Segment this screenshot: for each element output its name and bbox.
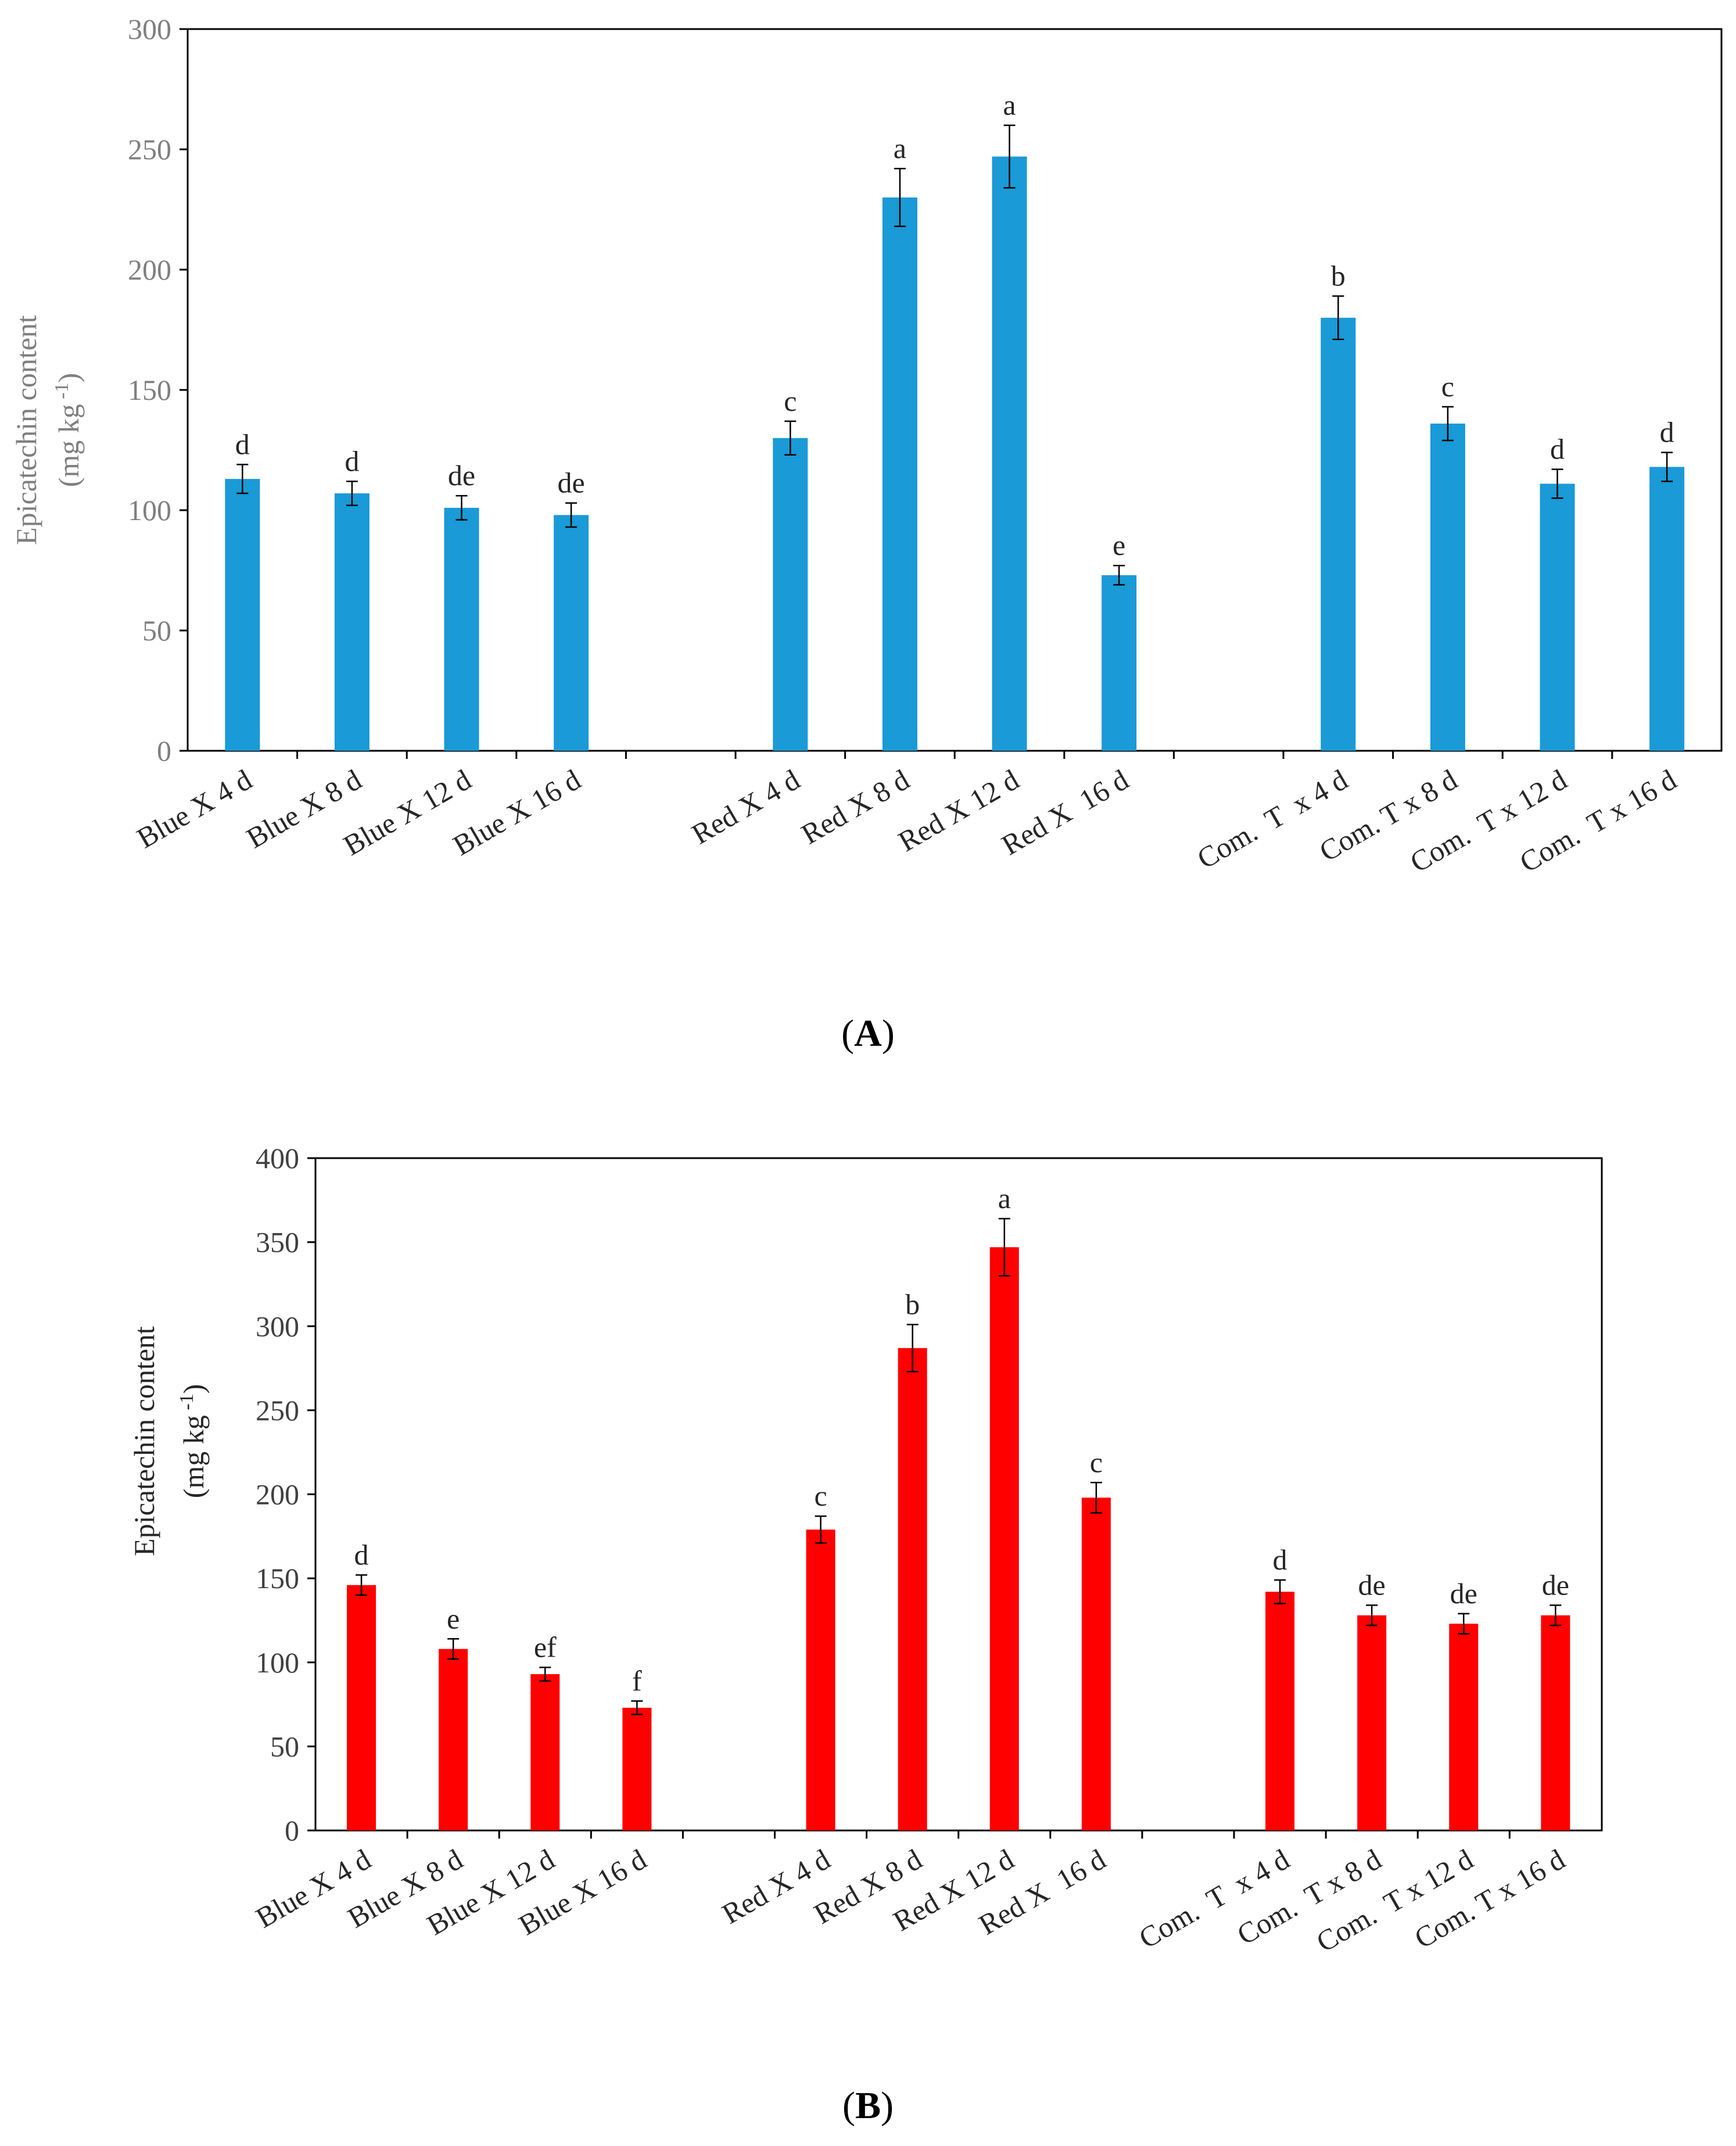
significance-letter: a <box>894 132 906 164</box>
y-axis-unit-superscript: -1 <box>176 1393 198 1415</box>
y-axis-title: Epicatechin content <box>128 1326 160 1556</box>
bar <box>225 479 260 751</box>
bar <box>1081 1497 1111 1830</box>
y-axis-unit: (mg kg -1) <box>176 1384 210 1499</box>
significance-letter: de <box>1542 1568 1569 1601</box>
bar <box>334 493 370 751</box>
panel-label: (B) <box>842 2084 894 2127</box>
y-axis-unit-prefix: (mg kg <box>177 1415 210 1498</box>
significance-letter: b <box>905 1288 920 1320</box>
significance-letter: d <box>235 428 250 460</box>
y-tick-label: 200 <box>128 253 171 286</box>
bar <box>439 1649 468 1830</box>
bar <box>622 1707 652 1830</box>
bar <box>1540 483 1575 751</box>
y-tick-label: 300 <box>128 13 171 45</box>
significance-letter: c <box>814 1479 827 1512</box>
panel-label-paren-open: ( <box>841 1012 854 1055</box>
bar <box>554 515 589 751</box>
y-tick-label: 400 <box>256 1142 299 1174</box>
significance-letter: c <box>1441 370 1454 403</box>
bar <box>1449 1624 1479 1830</box>
x-category-label: Red X 16 d <box>996 763 1134 861</box>
bar <box>444 507 479 751</box>
y-tick-label: 0 <box>285 1814 299 1847</box>
significance-letter: d <box>1550 433 1565 465</box>
bar <box>992 156 1027 751</box>
panel-label-paren-close: ) <box>882 1012 895 1055</box>
y-tick-label: 150 <box>128 374 171 406</box>
y-axis-unit-suffix: ) <box>52 373 85 383</box>
bar <box>1357 1615 1387 1830</box>
significance-letter: c <box>784 385 797 417</box>
bar <box>1265 1592 1295 1830</box>
significance-letter: d <box>1273 1543 1287 1576</box>
y-tick-label: 350 <box>256 1226 299 1259</box>
y-axis-unit-prefix: (mg kg <box>52 404 85 487</box>
panel-label-letter: A <box>854 1012 882 1055</box>
chart-panel-a: 0 50 100 150 200 250 300 Epicatechin content (mg… <box>10 13 1723 1055</box>
y-tick-label: 100 <box>256 1646 299 1679</box>
bar <box>806 1529 835 1830</box>
significance-letter: d <box>354 1538 369 1571</box>
plot-area-frame <box>186 28 1723 752</box>
significance-letter: f <box>632 1664 642 1697</box>
bar <box>1321 317 1356 751</box>
significance-letter: de <box>1358 1568 1386 1601</box>
bar <box>347 1585 376 1830</box>
significance-letter: d <box>345 445 359 477</box>
bar <box>1430 423 1465 751</box>
panel-label: (A) <box>841 1012 895 1055</box>
x-category-label: Red X 4 d <box>686 763 805 851</box>
y-axis-unit-superscript: -1 <box>51 382 73 404</box>
y-tick-label: 300 <box>256 1310 299 1342</box>
significance-letter: de <box>448 459 475 492</box>
bar <box>1102 575 1137 751</box>
significance-letter: d <box>1660 416 1674 449</box>
significance-letter: e <box>1113 529 1125 561</box>
significance-letter: ef <box>534 1631 557 1663</box>
bar <box>898 1348 927 1830</box>
chart-panel-b: 0 50 100 150 200 250 300 350 400 Epicatechin cont… <box>128 1142 1603 2127</box>
bar <box>1649 467 1685 751</box>
y-tick-label: 0 <box>157 735 171 767</box>
panel-label-paren-close: ) <box>881 2084 894 2127</box>
x-category-label: Blue X 4 d <box>131 763 257 855</box>
y-axis-unit-suffix: ) <box>177 1384 210 1394</box>
y-tick-label: 150 <box>256 1562 299 1595</box>
y-tick-label: 250 <box>256 1394 299 1427</box>
y-tick-label: 250 <box>128 133 171 166</box>
bar <box>773 438 808 751</box>
y-tick-label: 200 <box>256 1478 299 1511</box>
significance-letter: de <box>557 467 584 499</box>
significance-letter: e <box>447 1602 460 1635</box>
y-tick-label: 100 <box>128 494 171 526</box>
panel-label-letter: B <box>855 2084 881 2127</box>
significance-letter: de <box>1450 1577 1477 1610</box>
bar <box>1541 1615 1570 1830</box>
y-tick-label: 50 <box>270 1730 299 1762</box>
y-tick-label: 50 <box>142 614 171 647</box>
bar <box>530 1674 560 1830</box>
significance-letter: a <box>1003 89 1016 121</box>
panel-label-paren-open: ( <box>842 2084 855 2127</box>
bar <box>882 197 917 751</box>
significance-letter: b <box>1331 260 1346 292</box>
plot-area-frame <box>314 1157 1603 1832</box>
y-axis-title: Epicatechin content <box>10 315 42 545</box>
bar <box>989 1247 1019 1830</box>
y-axis-unit: (mg kg -1) <box>51 373 85 488</box>
significance-letter: a <box>998 1182 1011 1214</box>
significance-letter: c <box>1090 1446 1103 1478</box>
